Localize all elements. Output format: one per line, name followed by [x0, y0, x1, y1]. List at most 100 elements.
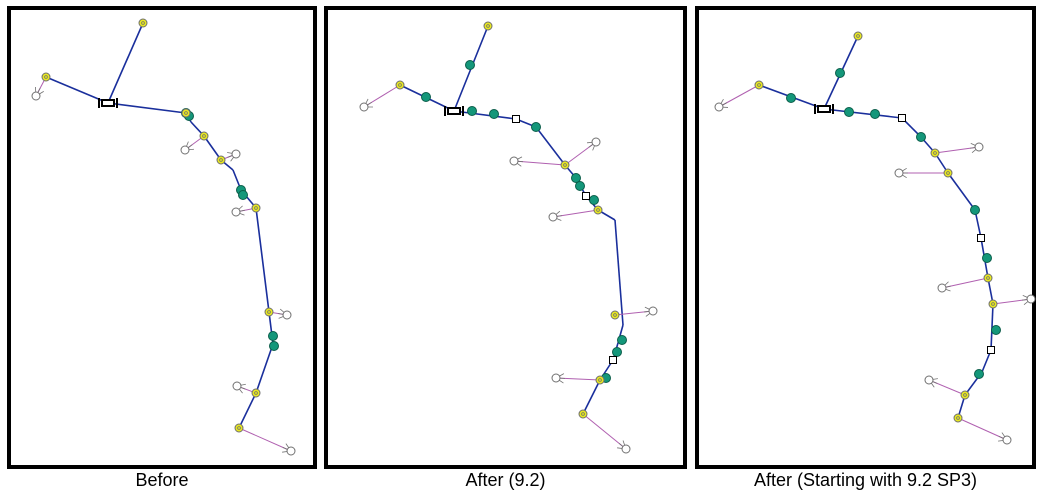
junction-icon: [930, 148, 940, 158]
service-endpoint-icon: [586, 137, 601, 151]
vertex-icon: [582, 192, 590, 200]
service-endpoint-icon: [231, 205, 245, 217]
fitting-icon: [617, 335, 627, 345]
main-line: [107, 22, 144, 104]
service-endpoint-icon: [617, 440, 631, 454]
service-endpoint-icon: [548, 210, 562, 222]
caption-before: Before: [135, 470, 189, 490]
junction-icon: [960, 390, 970, 400]
valve-icon: [444, 106, 464, 116]
fitting-icon: [268, 331, 278, 341]
service-endpoint-icon: [31, 86, 44, 101]
lateral-line: [238, 427, 292, 452]
vertex-icon: [898, 114, 906, 122]
vertex-icon: [512, 115, 520, 123]
service-endpoint-icon: [998, 432, 1012, 445]
junction-icon: [578, 409, 588, 419]
fitting-icon: [531, 122, 541, 132]
junction-icon: [251, 203, 261, 213]
junction-icon: [853, 31, 863, 41]
fitting-icon: [835, 68, 845, 78]
main-line: [107, 102, 187, 114]
network-diagram-after-9-2-sp3: [714, 31, 1036, 445]
fitting-icon: [916, 132, 926, 142]
service-endpoint-icon: [894, 167, 908, 179]
fitting-icon: [982, 253, 992, 263]
network-diagram-before: [31, 18, 296, 456]
service-endpoint-icon: [714, 98, 729, 112]
fitting-icon: [786, 93, 796, 103]
valve-icon: [814, 104, 834, 114]
junction-icon: [953, 413, 963, 423]
junction-icon: [593, 205, 603, 215]
valve-icon: [98, 98, 118, 108]
fitting-icon: [612, 347, 622, 357]
caption-after-9-2: After (9.2): [465, 470, 546, 490]
junction-icon: [41, 72, 51, 82]
service-endpoint-icon: [180, 141, 195, 155]
fitting-icon: [269, 341, 279, 351]
service-endpoint-icon: [278, 308, 292, 320]
service-endpoint-icon: [644, 306, 658, 317]
fitting-icon: [421, 92, 431, 102]
network-diagram-after-9-2: [359, 21, 658, 454]
caption-after-9-2-sp3: After (Starting with 9.2 SP3): [753, 470, 978, 490]
service-endpoint-icon: [227, 149, 241, 162]
junction-icon: [264, 307, 274, 317]
main-line: [203, 135, 222, 161]
main-line: [238, 392, 257, 429]
fitting-icon: [571, 173, 581, 183]
junction-icon: [483, 21, 493, 31]
junction-icon: [595, 375, 605, 385]
vertex-icon: [977, 234, 985, 242]
main-line: [823, 108, 903, 119]
panel-after-9-2-sp3: [695, 6, 1036, 469]
junction-icon: [216, 155, 226, 165]
fitting-icon: [870, 109, 880, 119]
junction-icon: [983, 273, 993, 283]
fitting-icon: [465, 60, 475, 70]
main-line: [535, 126, 566, 166]
junction-icon: [234, 423, 244, 433]
service-endpoint-icon: [1022, 294, 1036, 305]
lateral-line: [582, 413, 627, 450]
junction-icon: [943, 168, 953, 178]
fitting-icon: [589, 195, 599, 205]
service-endpoint-icon: [924, 375, 938, 388]
vertex-icon: [987, 346, 995, 354]
main-line: [45, 76, 109, 104]
fitting-icon: [238, 190, 248, 200]
service-endpoint-icon: [509, 156, 524, 167]
junction-icon: [251, 388, 261, 398]
fitting-icon: [844, 107, 854, 117]
main-line: [453, 110, 517, 120]
junction-icon: [395, 80, 405, 90]
main-line: [614, 219, 624, 326]
service-endpoint-icon: [359, 98, 374, 112]
fitting-icon: [467, 106, 477, 116]
service-endpoint-icon: [282, 443, 296, 456]
service-endpoint-icon: [937, 281, 951, 293]
junction-icon: [138, 18, 148, 28]
main-line: [255, 207, 270, 313]
main-line: [582, 379, 601, 415]
fitting-icon: [974, 369, 984, 379]
vertex-icon: [609, 356, 617, 364]
junction-icon: [181, 108, 191, 118]
panel-after-9-2: [324, 6, 687, 469]
main-line: [947, 172, 976, 211]
fitting-icon: [991, 325, 1001, 335]
junction-icon: [754, 80, 764, 90]
junction-icon: [988, 299, 998, 309]
fitting-icon: [575, 181, 585, 191]
panel-before: [7, 6, 317, 469]
junction-icon: [199, 131, 209, 141]
fitting-icon: [489, 109, 499, 119]
fitting-icon: [970, 205, 980, 215]
junction-icon: [610, 310, 620, 320]
main-line: [255, 343, 274, 394]
service-endpoint-icon: [551, 373, 566, 384]
service-endpoint-icon: [970, 142, 984, 154]
service-endpoint-icon: [232, 381, 246, 394]
junction-icon: [560, 160, 570, 170]
